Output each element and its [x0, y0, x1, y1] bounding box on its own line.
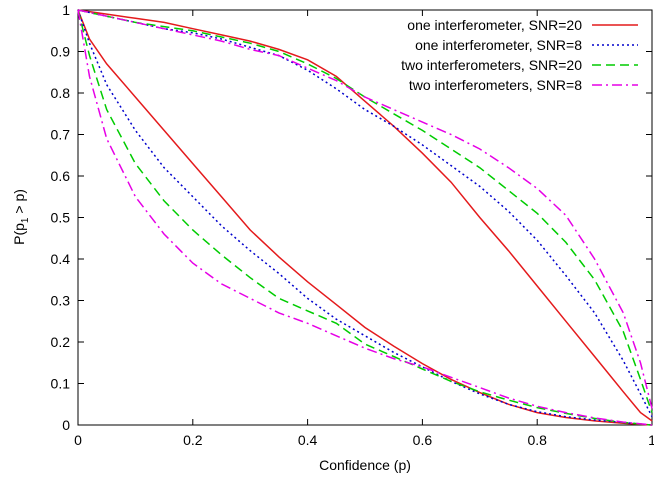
axis-ticks: 0 0.2 0.4 0.6 0.8 1 0 0.1 0.2 0.3 0.4 0.5 0.6 0.7 0.8 0… [51, 2, 654, 448]
y-tick-label: 0.2 [51, 334, 71, 350]
x-tick-label: 0.6 [413, 432, 433, 448]
x-tick-label: 0.2 [183, 432, 203, 448]
y-tick-label: 0.3 [51, 293, 71, 309]
y-tick-label: 0.8 [51, 85, 71, 101]
series-line-3-lower [77, 9, 653, 426]
y-tick-label: 0.1 [51, 376, 71, 392]
y-tick-label: 0.4 [51, 251, 71, 267]
y-tick-label: 1 [62, 2, 70, 18]
x-tick-label: 0.8 [527, 432, 547, 448]
y-tick-label: 0.5 [51, 210, 71, 226]
legend: one interferometer, SNR=20 one interferom… [401, 17, 638, 93]
x-axis-label: Confidence (p) [319, 457, 411, 473]
x-tick-label: 1 [648, 432, 654, 448]
series-layer [77, 9, 653, 426]
legend-label: two interferometers, SNR=20 [401, 57, 582, 73]
series-line-4-lower [77, 9, 653, 426]
series-line-3-upper [77, 9, 653, 413]
series-line-1-upper [77, 9, 653, 422]
y-tick-label: 0.9 [51, 44, 71, 60]
series-line-4-upper [77, 9, 653, 409]
y-axis-label: P(p1 > p) [11, 189, 31, 245]
legend-label: one interferometer, SNR=20 [407, 17, 582, 33]
x-tick-label: 0.4 [298, 432, 318, 448]
y-tick-label: 0.7 [51, 127, 71, 143]
y-tick-label: 0.6 [51, 168, 71, 184]
x-tick-label: 0 [74, 432, 82, 448]
y-tick-label: 0 [62, 417, 70, 433]
series-line-1-lower [77, 9, 653, 426]
legend-label: two interferometers, SNR=8 [409, 77, 582, 93]
legend-label: one interferometer, SNR=8 [415, 37, 582, 53]
